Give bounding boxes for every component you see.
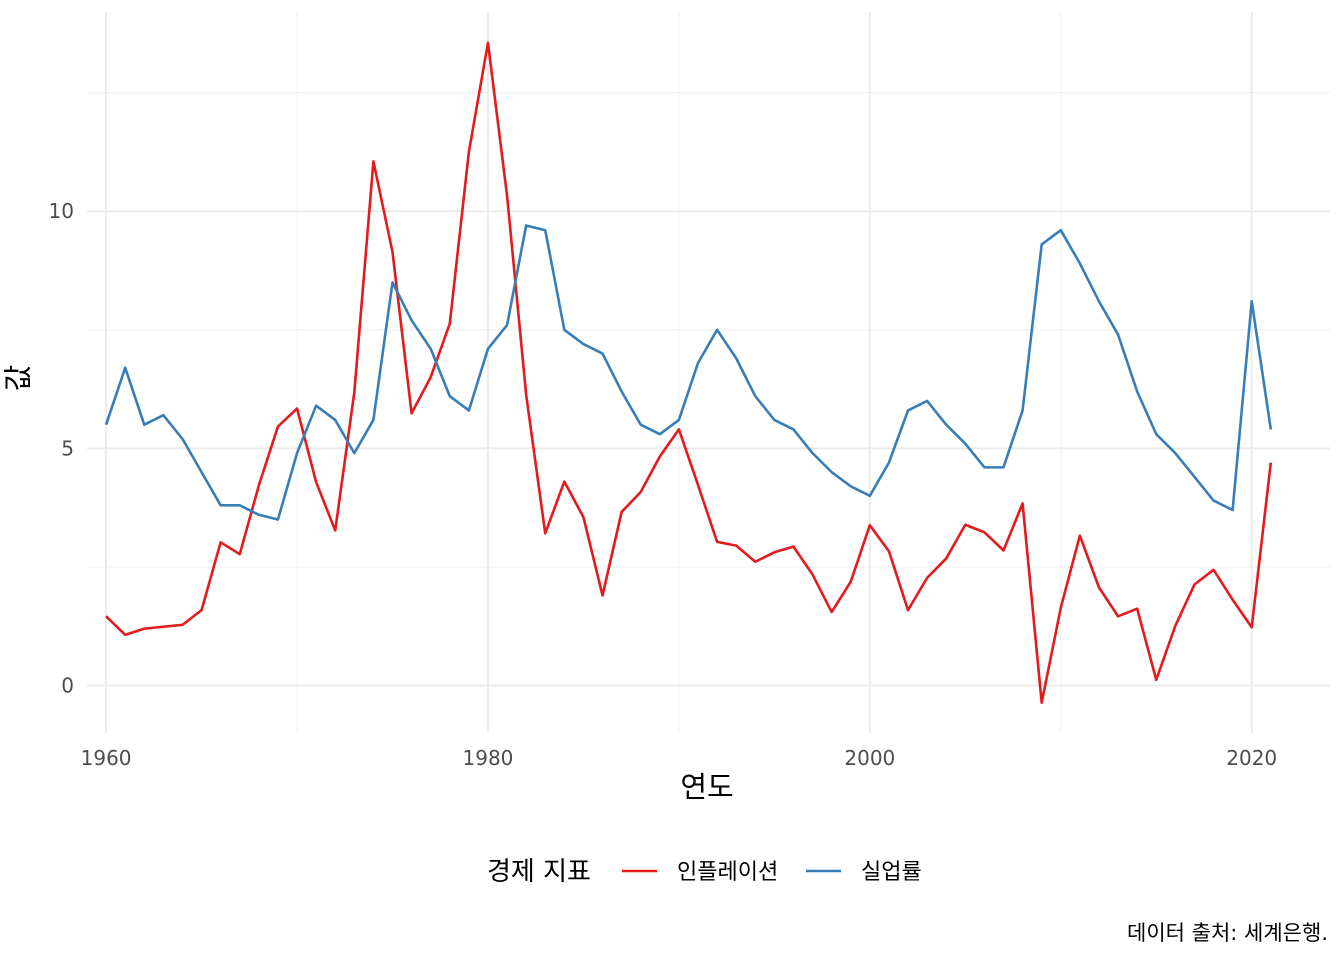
legend-label-0: 인플레이션	[677, 860, 778, 885]
x-tick-label: 1960	[81, 746, 132, 770]
series-lines	[104, 41, 1273, 704]
y-tick-label: 5	[61, 436, 74, 460]
legend-label-1: 실업률	[861, 860, 922, 885]
y-axis-tick-labels: 0 5 10	[49, 199, 74, 697]
major-gridlines	[87, 12, 1330, 733]
legend-items: 인플레이션 실업률	[622, 860, 922, 885]
x-tick-label: 2020	[1226, 746, 1277, 770]
x-tick-label: 2000	[844, 746, 895, 770]
y-axis-title: 값	[1, 365, 35, 392]
x-axis-title: 연도	[680, 770, 733, 804]
x-tick-label: 1980	[463, 746, 514, 770]
x-axis-tick-labels: 1960 1980 2000 2020	[81, 746, 1278, 770]
legend-title: 경제 지표	[487, 857, 591, 887]
caption: 데이터 출처: 세계은행.	[1127, 921, 1328, 945]
series-line-1	[104, 224, 1273, 521]
y-tick-label: 0	[61, 674, 74, 698]
legend: 경제 지표 인플레이션 실업률	[487, 857, 922, 887]
y-tick-label: 10	[49, 199, 74, 223]
minor-gridlines	[87, 12, 1330, 733]
series-line-0	[105, 41, 1273, 704]
